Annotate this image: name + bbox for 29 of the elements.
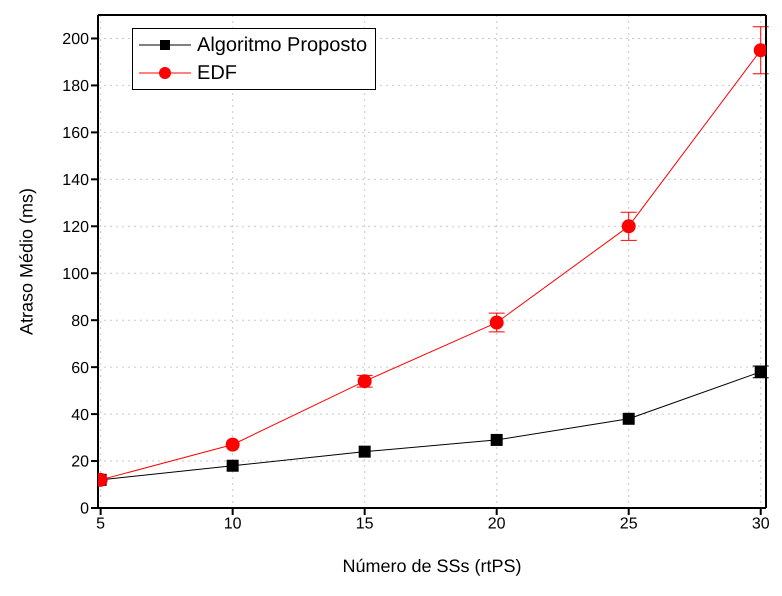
point: [226, 438, 240, 452]
point: [490, 316, 504, 330]
x-tick-label: 15: [356, 515, 374, 532]
y-tick-label: 80: [71, 312, 90, 330]
y-tick-label: 100: [62, 266, 90, 283]
y-tick-label: 40: [71, 406, 90, 424]
x-axis-title: Número de SSs (rtPS): [342, 556, 522, 576]
point: [754, 366, 766, 378]
y-tick-label: 140: [62, 172, 90, 190]
y-tick-label: 0: [80, 500, 90, 518]
x-tick-label: 5: [96, 515, 106, 532]
point: [358, 446, 371, 458]
y-tick-label: 20: [71, 454, 90, 471]
legend-label: Algoritmo Proposto: [197, 34, 368, 56]
x-tick-label: 10: [224, 515, 242, 532]
x-tick-label: 25: [620, 515, 638, 532]
y-tick-label: 160: [62, 125, 90, 142]
point: [622, 219, 636, 234]
point: [622, 412, 635, 425]
x-tick-label: 30: [752, 515, 770, 532]
y-tick-label: 60: [71, 360, 90, 377]
x-tick-label: 20: [488, 515, 506, 532]
point: [226, 460, 239, 472]
y-axis-title: Atraso Médio (ms): [16, 188, 36, 336]
y-tick-label: 120: [62, 218, 90, 236]
legend-label: EDF: [197, 62, 237, 84]
y-tick-label: 200: [62, 31, 90, 48]
y-tick-label: 180: [62, 78, 90, 96]
point: [490, 434, 503, 446]
